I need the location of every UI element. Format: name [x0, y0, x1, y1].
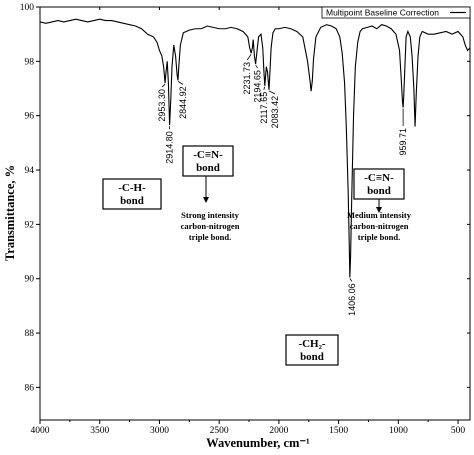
- peak-leader: [246, 53, 252, 61]
- plot-frame: [39, 6, 471, 421]
- axes-layer: 4000 3500 3000 2500 2000 1500 1000 500 86 88 90 92 9…: [20, 3, 471, 436]
- y-tick-label: 90: [25, 275, 35, 285]
- series-line-0: [39, 18, 471, 278]
- peak-label: 2117.65: [259, 92, 269, 124]
- annotation-text-cn1: bond: [196, 162, 220, 174]
- y-tick-label: 86: [25, 383, 35, 393]
- annotation-text-cn1: -C≡N-: [193, 149, 223, 161]
- peak-leader: [263, 86, 266, 90]
- y-tick-label: 88: [25, 329, 35, 339]
- x-tick-label: 1000: [389, 426, 408, 436]
- annotation-box-cn1: [182, 145, 234, 177]
- x-tick-label: 2000: [269, 426, 288, 436]
- peak-label: 2914.80: [165, 131, 175, 164]
- annotation-note-cn2: carbon-nitrogen: [350, 221, 409, 231]
- x-tick-label: 3500: [90, 426, 109, 436]
- series-layer: [39, 18, 471, 278]
- annotation-note-cn2: triple bond.: [358, 232, 401, 242]
- peak-label: 2083.42: [270, 96, 280, 129]
- peak-label: 959.71: [398, 128, 408, 156]
- peak-label: 2953.30: [157, 89, 167, 122]
- peak-label: 2844.92: [178, 86, 188, 119]
- annotation-note-cn1: Strong intensity: [181, 210, 239, 220]
- annotation-text-ch2: bond: [300, 351, 324, 363]
- peak-label: 2194.65: [253, 70, 263, 103]
- y-tick-label: 96: [25, 112, 35, 122]
- peak-leader: [255, 64, 258, 69]
- annotation-text-ch2: -CH₂-: [298, 338, 325, 350]
- peak-label: 2231.73: [242, 62, 252, 95]
- x-axis-title: Wavenumber, cm⁻¹: [206, 436, 310, 450]
- y-tick-label: 92: [25, 220, 35, 230]
- y-tick-label: 98: [25, 57, 35, 67]
- y-axis-title: Transmittance, %: [3, 165, 17, 261]
- peak-leader: [268, 90, 276, 95]
- x-tick-label: 1500: [329, 426, 348, 436]
- annotation-text-cn2: -C≡N-: [364, 172, 394, 184]
- x-tick-label: 3000: [150, 426, 169, 436]
- peak-label: 1406.06: [347, 283, 357, 316]
- annotation-box-cn2: [353, 168, 405, 200]
- peak-leader: [161, 83, 166, 88]
- annotation-box-ch: [102, 178, 162, 210]
- legend: Multipoint Baseline Correction: [321, 6, 471, 19]
- peak-leader: [177, 81, 184, 85]
- peak-leader: [349, 278, 353, 282]
- x-tick-label: 4000: [31, 426, 50, 436]
- annotation-box-ch2: [285, 334, 339, 366]
- legend-entry: Multipoint Baseline Correction: [326, 8, 439, 18]
- annotation-text-cn2: bond: [367, 185, 391, 197]
- y-tick-label: 94: [25, 166, 35, 176]
- legend-box: [321, 6, 471, 19]
- annotation-text-ch: -C-H-: [118, 182, 146, 194]
- x-tick-label: 2500: [210, 426, 229, 436]
- annotation-note-cn1: carbon-nitrogen: [181, 221, 240, 231]
- x-tick-label: 500: [451, 426, 466, 436]
- annotation-note-cn2: Medium intensity: [347, 210, 412, 220]
- annotation-text-ch: bond: [120, 195, 144, 207]
- y-tick-label: 100: [20, 3, 35, 13]
- annotation-note-cn1: triple bond.: [189, 232, 232, 242]
- peak-labels-layer: 2953.30 2914.80 2844.92 2231.73 2194.652117.…: [157, 53, 408, 316]
